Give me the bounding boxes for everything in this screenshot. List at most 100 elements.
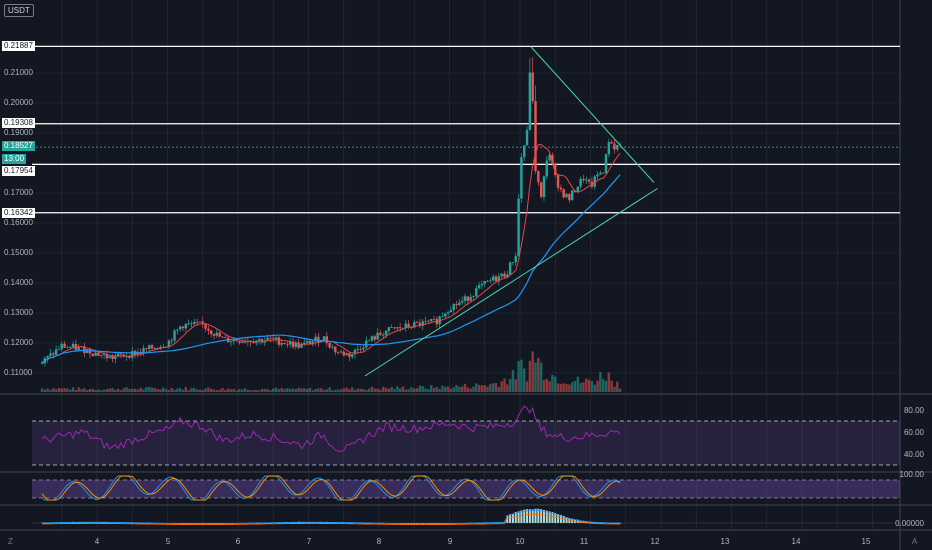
candle-body: [190, 323, 193, 325]
volume-bar: [136, 389, 140, 392]
volume-bar: [469, 388, 472, 392]
candle-body: [184, 323, 188, 329]
price-tick: 0.15000: [4, 248, 33, 257]
candle-body: [198, 321, 202, 323]
volume-bar: [147, 386, 151, 392]
volume-bar: [215, 390, 219, 392]
volume-bar: [390, 387, 393, 392]
candle-body: [280, 342, 283, 345]
volume-bar: [280, 387, 283, 392]
volume-bar: [492, 383, 495, 392]
volume-bar: [587, 379, 591, 392]
volume-bar: [593, 384, 596, 392]
volume-bar: [125, 387, 128, 392]
candle-body: [235, 339, 238, 342]
volume-bar: [604, 380, 608, 392]
volume-bar: [80, 389, 83, 392]
candle-body: [212, 334, 216, 336]
candle-body: [260, 338, 264, 343]
macd-histogram-bar: [303, 522, 306, 524]
candle-body: [193, 321, 196, 324]
candle-body: [77, 346, 80, 350]
volume-bar: [69, 389, 72, 392]
candle-body: [415, 322, 419, 323]
candle-body: [114, 356, 117, 360]
volume-bar: [480, 385, 484, 392]
candle-body: [480, 283, 484, 286]
volume-bar: [91, 388, 94, 392]
volume-bar: [348, 389, 351, 392]
candle-body: [176, 329, 179, 331]
volume-bar: [288, 388, 292, 392]
level-label[interactable]: 0.17954: [2, 166, 35, 176]
volume-bar: [210, 388, 213, 392]
rsi-tick: 40.00: [903, 450, 924, 459]
candle-body: [579, 178, 582, 187]
volume-bar: [193, 387, 196, 392]
volume-bar: [342, 388, 345, 392]
candle-body: [232, 339, 235, 342]
candle-body: [404, 323, 407, 328]
stoch-band: [32, 480, 900, 498]
volume-bar: [102, 389, 106, 392]
candle-body: [486, 280, 489, 282]
volume-bar: [221, 387, 224, 392]
candle-body: [396, 327, 399, 329]
candle-body: [568, 194, 571, 201]
candle-body: [60, 343, 63, 350]
volume-bar: [77, 387, 80, 392]
macd-histogram-bar: [277, 522, 280, 524]
volume-bar: [187, 390, 190, 392]
volume-bar: [444, 386, 447, 392]
volume-bar: [43, 389, 47, 392]
stoch-d-line: [41, 475, 621, 501]
volume-bar: [424, 388, 427, 392]
stoch-k-line: [41, 475, 621, 501]
candle-body: [178, 326, 182, 330]
currency-badge[interactable]: USDT: [4, 4, 34, 17]
macd-line: [41, 509, 621, 525]
trendline-lower: [364, 188, 658, 377]
candle-body: [181, 326, 185, 329]
volume-bar: [207, 387, 210, 392]
volume-bar: [618, 388, 622, 392]
candle-body: [69, 347, 72, 348]
auto-scale-button[interactable]: A: [912, 537, 918, 546]
volume-bar: [359, 388, 362, 392]
volume-bar: [486, 386, 489, 392]
macd-histogram-bar: [269, 523, 272, 524]
volume-bar: [255, 389, 258, 392]
level-label[interactable]: 0.19308: [2, 118, 35, 128]
time-tick: 13: [720, 537, 730, 546]
candle-body: [66, 347, 69, 348]
volume-bar: [85, 389, 89, 392]
volume-bar: [452, 387, 455, 392]
volume-bar: [562, 383, 565, 392]
level-label[interactable]: 0.16342: [2, 208, 35, 218]
volume-bar: [497, 386, 501, 392]
volume-bar: [455, 385, 458, 392]
candle-body: [229, 341, 233, 343]
candle-body: [52, 353, 55, 355]
volume-bar: [122, 388, 125, 392]
candle-body: [613, 143, 616, 150]
candle-body: [418, 322, 422, 327]
volume-bar: [190, 387, 193, 392]
volume-bar: [226, 388, 230, 392]
price-tick: 0.21000: [4, 68, 33, 77]
candle-body: [429, 318, 433, 321]
timezone-icon[interactable]: Z: [8, 537, 13, 546]
volume-bar: [503, 378, 506, 392]
volume-bar: [97, 389, 100, 392]
level-label[interactable]: 0.21887: [2, 41, 35, 51]
candle-body: [601, 172, 605, 174]
candle-body: [269, 337, 272, 339]
candle-body: [466, 296, 470, 301]
volume-bar: [506, 384, 509, 392]
candle-body: [322, 336, 326, 341]
candle-body: [195, 321, 199, 323]
volume-bar: [145, 387, 148, 392]
stoch-tick: 100.00: [899, 470, 924, 479]
candle-body: [57, 349, 61, 351]
